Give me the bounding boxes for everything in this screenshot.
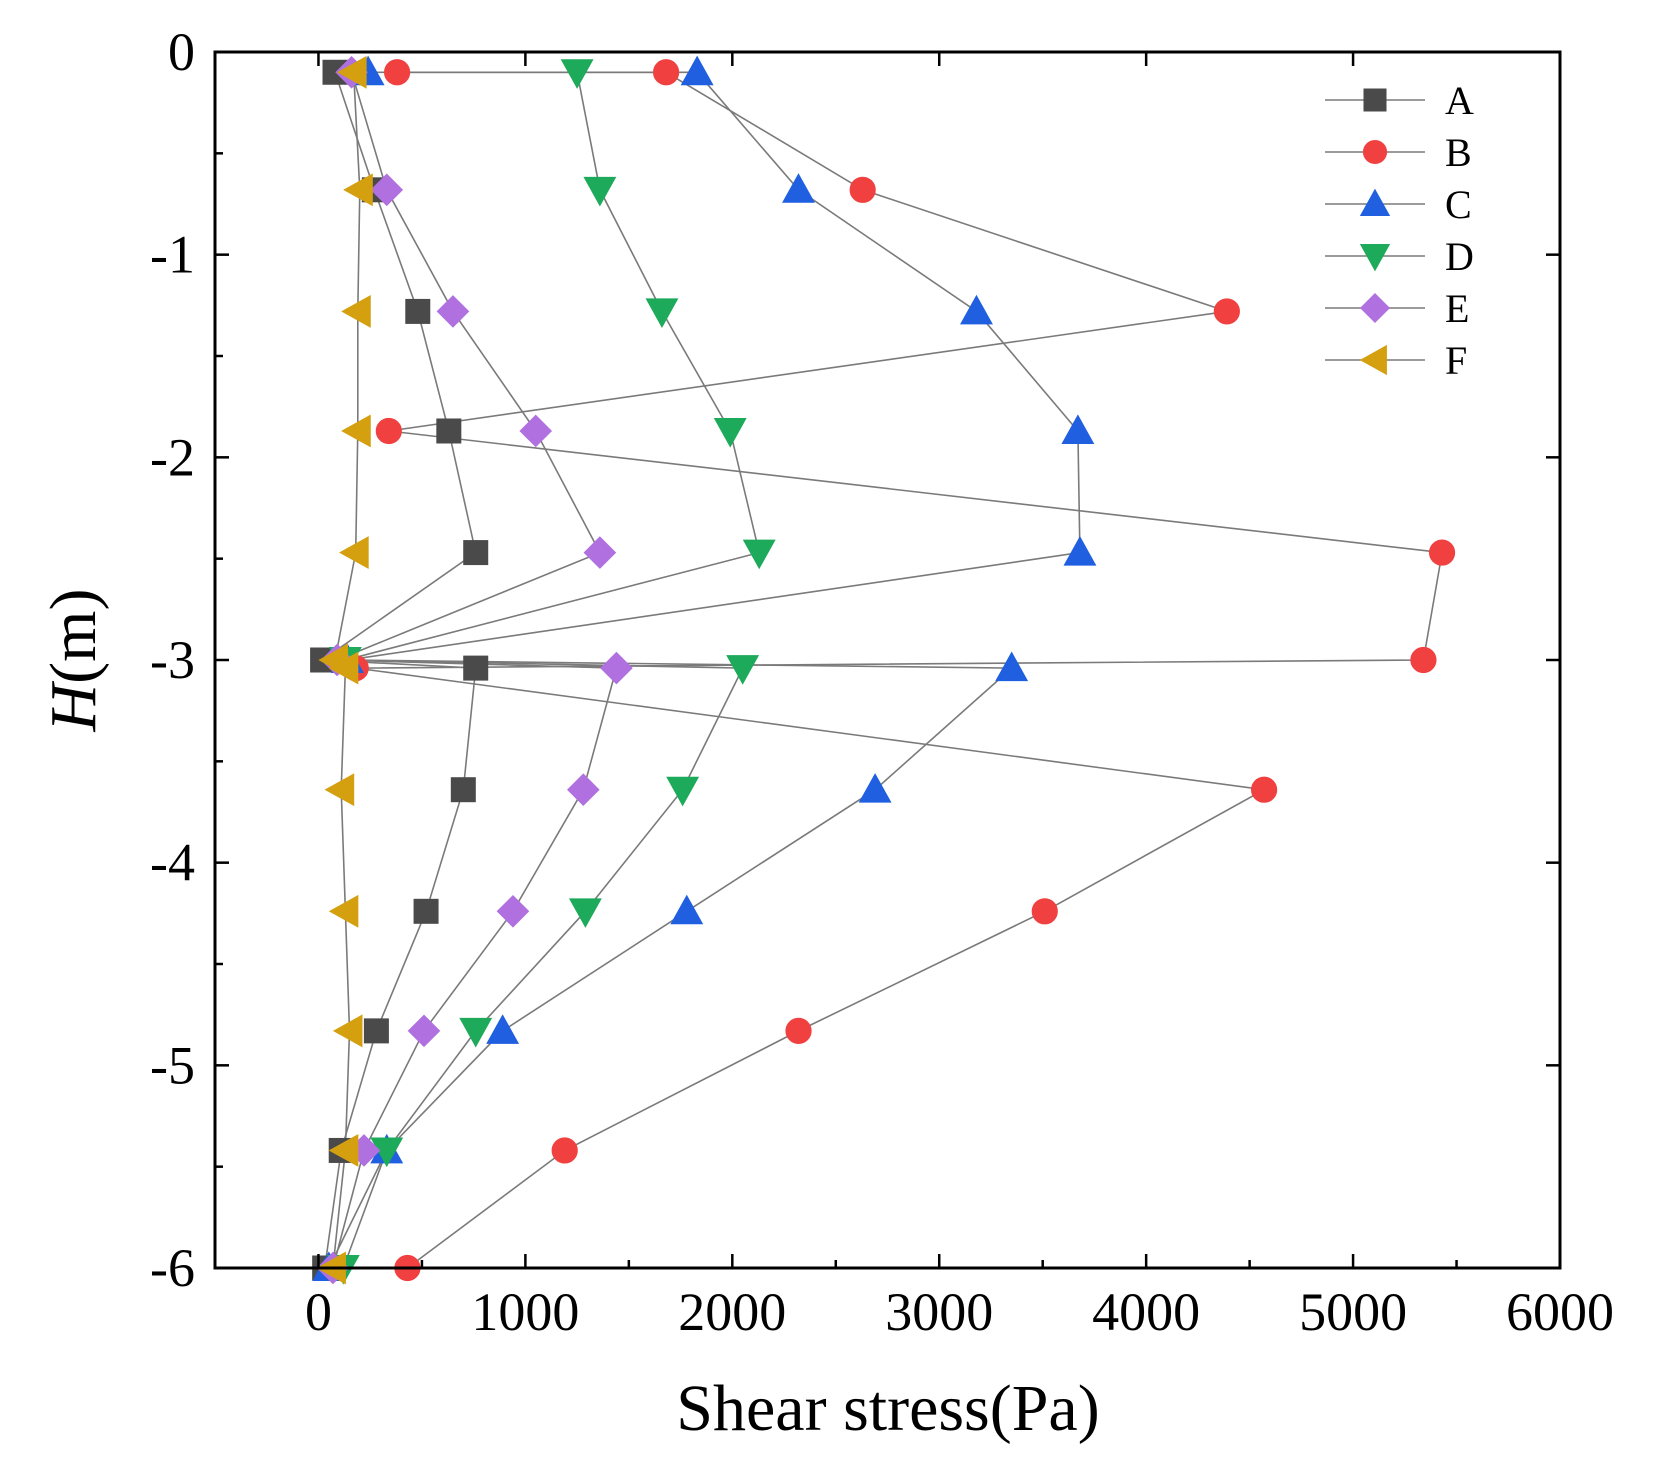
data-point-C [960,294,993,325]
data-point-F [339,536,369,570]
y-tick-label: -6 [150,1238,195,1298]
series-markers [310,55,1456,1285]
data-point-F [324,773,355,807]
y-tick-label: -2 [150,427,195,487]
data-point-B [849,176,876,203]
legend-marker-C [1359,188,1391,216]
y-tick-label: -5 [150,1035,195,1095]
legend-label-C: C [1445,182,1472,227]
data-point-C [1063,535,1097,566]
data-point-D [713,418,747,448]
x-tick-label: 4000 [1092,1282,1200,1342]
data-point-F [328,651,359,685]
data-point-E [496,894,530,928]
series-line-C [328,71,1081,1269]
data-point-D [560,59,594,89]
data-point-B [1251,776,1278,803]
data-point-B [1031,898,1058,925]
data-point-B [1410,646,1437,674]
x-tick-label: 5000 [1299,1282,1407,1342]
legend-label-F: F [1445,338,1467,383]
data-point-E [583,536,617,569]
legend-label-D: D [1445,234,1474,279]
y-tick-label: 0 [168,22,195,82]
data-point-C [1061,414,1095,444]
data-point-D [370,1137,404,1168]
legend-label-E: E [1445,286,1469,331]
y-tick-label: -1 [150,225,195,285]
data-point-B [785,1017,812,1044]
legend-marker-B [1362,139,1388,165]
data-point-F [341,294,371,328]
y-axis-title: H(m) [37,589,110,733]
data-point-B [551,1137,578,1164]
data-point-A [436,418,462,444]
legend-marker-D [1359,244,1391,272]
data-point-D [645,298,679,329]
x-tick-label: 1000 [471,1282,579,1342]
data-point-F [337,55,367,89]
data-point-F [328,1134,359,1167]
data-point-A [413,898,439,924]
data-point-C [782,173,815,203]
data-point-A [405,298,431,324]
data-point-C [680,55,714,86]
x-tick-label: 6000 [1506,1282,1614,1342]
legend-marker-F [1359,344,1387,376]
x-tick-labels: 0 1000 2000 3000 4000 5000 6000 [305,1282,1614,1342]
y-tick-label: -3 [150,630,195,690]
data-point-D [726,655,760,685]
data-point-F [343,173,373,207]
data-point-B [383,59,411,86]
data-point-E [370,173,404,207]
y-tick-labels: 0 -1 -2 -3 -4 -5 -6 [150,22,195,1298]
data-point-B [375,417,402,445]
data-point-E [519,414,553,448]
data-point-D [568,898,602,928]
data-point-E [567,773,600,807]
data-point-C [995,651,1029,682]
data-point-B [1428,539,1456,566]
data-point-F [332,1014,363,1048]
series-line-A [320,72,477,1269]
x-tick-label: 2000 [678,1282,786,1342]
x-tick-label: 0 [305,1282,332,1342]
x-tick-label: 3000 [885,1282,993,1342]
series-lines [320,71,1444,1269]
legend-marker-A [1363,88,1387,112]
data-point-A [463,540,489,566]
data-point-E [600,651,633,685]
x-axis-title: Shear stress(Pa) [676,1372,1099,1445]
data-point-A [463,655,489,681]
series-line-B [355,71,1444,1269]
data-point-D [459,1017,493,1048]
data-point-F [328,894,359,928]
data-point-B [1213,298,1240,325]
y-axis-title-symbol: H [37,680,110,732]
data-point-C [670,894,704,925]
data-point-A [450,777,476,803]
data-point-D [742,539,776,570]
legend-label-B: B [1445,130,1472,175]
data-point-E [436,295,470,328]
data-point-D [666,776,700,807]
data-point-E [407,1014,441,1048]
data-point-D [583,176,617,207]
legend-label-A: A [1445,78,1474,123]
data-point-C [858,773,892,803]
axis-ticks [215,50,1562,1270]
data-point-C [486,1014,520,1044]
y-tick-label: -4 [150,833,195,893]
data-point-B [652,59,680,86]
legend-marker-E [1359,292,1391,324]
series-line-D [342,72,761,1269]
data-point-A [363,1018,389,1044]
data-point-F [341,414,371,448]
y-axis-title-unit: (m) [37,589,110,684]
